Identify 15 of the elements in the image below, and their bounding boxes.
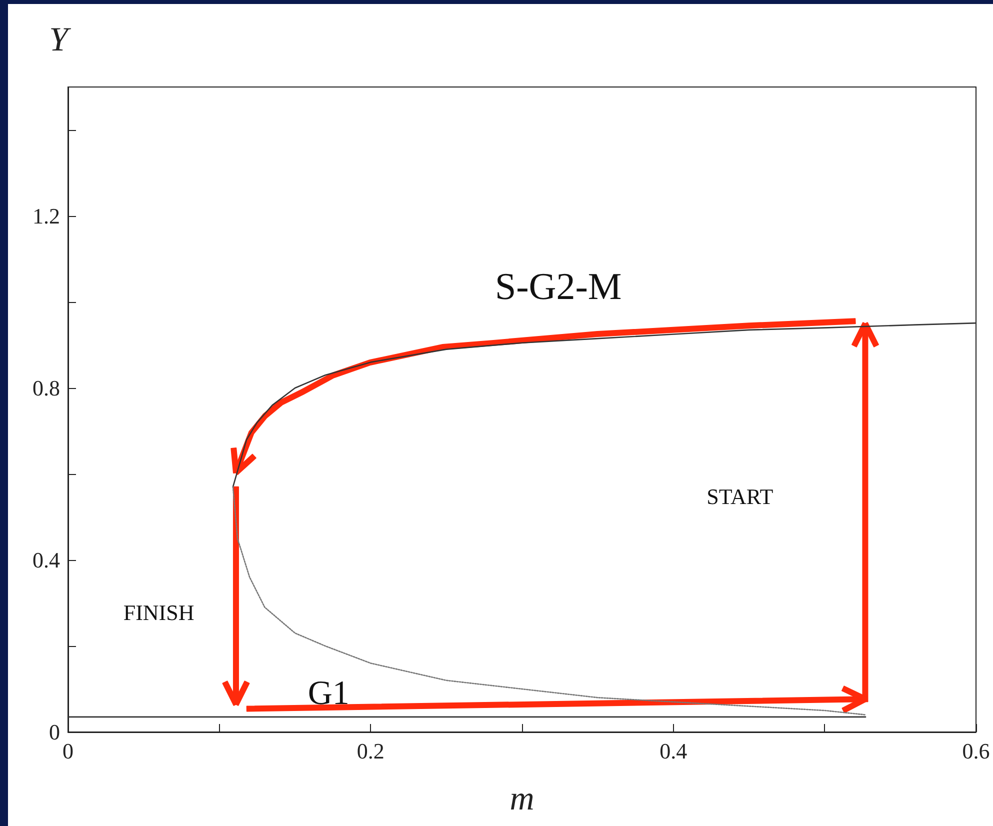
line-series	[232, 486, 866, 716]
annotation: S-G2-M	[494, 266, 622, 308]
y-tick-label: 1.2	[32, 204, 60, 228]
y-tick-label: 0.4	[32, 548, 60, 572]
annotation: G1	[308, 674, 350, 712]
x-tick-label: 0.4	[660, 738, 688, 764]
y-tick-label: 0	[49, 720, 60, 744]
line-series	[232, 322, 977, 488]
x-tick-label: 0.6	[962, 738, 990, 764]
x-axis-title: m	[510, 780, 534, 818]
x-tick-label: 0.2	[356, 738, 384, 764]
annotation: FINISH	[123, 600, 194, 626]
annotation: START	[706, 484, 774, 510]
y-tick-label: 0.8	[32, 376, 60, 400]
y-axis-title: Y	[49, 22, 72, 58]
